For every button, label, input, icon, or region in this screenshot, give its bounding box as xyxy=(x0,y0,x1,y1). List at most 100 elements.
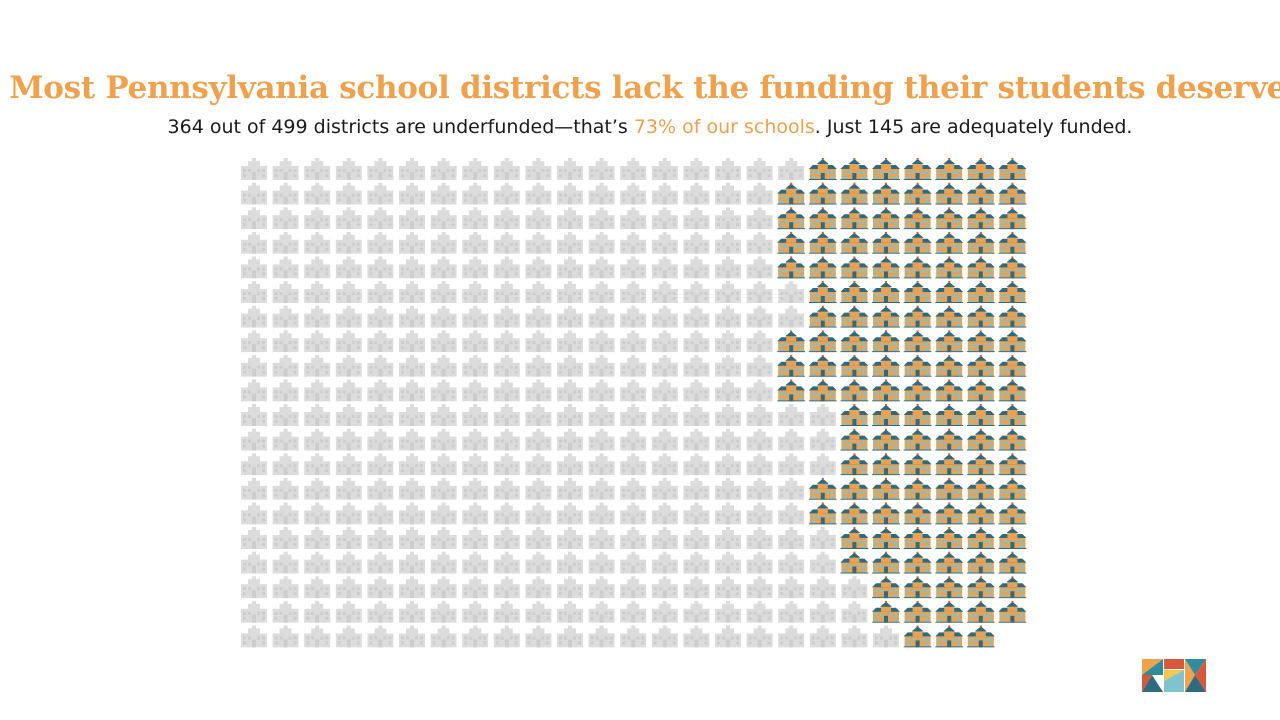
underfunded-district-icon xyxy=(651,600,678,623)
underfunded-district-icon xyxy=(557,600,583,623)
underfunded-district-icon xyxy=(335,527,362,549)
underfunded-district-icon xyxy=(335,453,362,476)
funded-district-icon xyxy=(935,231,964,254)
underfunded-district-icon xyxy=(272,256,299,279)
funded-district-icon xyxy=(998,527,1027,549)
underfunded-district-icon xyxy=(683,305,710,328)
underfunded-district-icon xyxy=(335,551,362,574)
underfunded-district-icon xyxy=(525,256,552,279)
funded-district-icon xyxy=(935,404,964,426)
funded-district-icon xyxy=(840,305,869,328)
underfunded-district-icon xyxy=(557,305,583,328)
funded-district-icon xyxy=(998,477,1027,500)
funded-district-icon xyxy=(777,182,806,205)
underfunded-district-icon xyxy=(588,330,615,353)
funded-district-icon xyxy=(872,158,900,180)
underfunded-district-icon xyxy=(557,354,583,377)
underfunded-district-icon xyxy=(588,502,615,525)
underfunded-district-icon xyxy=(241,625,267,648)
underfunded-district-icon xyxy=(651,379,678,402)
funded-district-icon xyxy=(935,576,964,599)
underfunded-district-icon xyxy=(683,379,710,402)
funded-district-icon xyxy=(998,158,1027,180)
funded-district-icon xyxy=(903,428,932,451)
funded-district-icon xyxy=(840,477,869,500)
funded-district-icon xyxy=(966,453,995,476)
underfunded-district-icon xyxy=(651,182,678,205)
funded-district-icon xyxy=(935,428,964,451)
underfunded-district-icon xyxy=(715,256,741,279)
underfunded-district-icon xyxy=(525,158,552,180)
underfunded-district-icon xyxy=(462,404,489,426)
underfunded-district-icon xyxy=(651,354,678,377)
underfunded-district-icon xyxy=(367,354,394,377)
funded-district-icon xyxy=(808,305,837,328)
underfunded-district-icon xyxy=(430,551,457,574)
underfunded-district-icon xyxy=(683,477,710,500)
underfunded-district-icon xyxy=(651,404,678,426)
underfunded-district-icon xyxy=(335,305,362,328)
underfunded-district-icon xyxy=(841,576,868,599)
underfunded-district-icon xyxy=(462,428,489,451)
underfunded-district-icon xyxy=(272,527,299,549)
underfunded-district-icon xyxy=(557,182,583,205)
funded-district-icon xyxy=(840,330,869,353)
underfunded-district-icon xyxy=(272,502,299,525)
underfunded-district-icon xyxy=(525,502,552,525)
underfunded-district-icon xyxy=(304,625,331,648)
funded-district-icon xyxy=(998,428,1027,451)
underfunded-district-icon xyxy=(399,404,425,426)
underfunded-district-icon xyxy=(493,182,520,205)
underfunded-district-icon xyxy=(367,158,394,180)
underfunded-district-icon xyxy=(683,625,710,648)
funded-district-icon xyxy=(966,428,995,451)
underfunded-district-icon xyxy=(715,354,741,377)
underfunded-district-icon xyxy=(304,256,331,279)
funded-district-icon xyxy=(966,354,995,377)
underfunded-district-icon xyxy=(588,231,615,254)
underfunded-district-icon xyxy=(588,158,615,180)
underfunded-district-icon xyxy=(304,576,331,599)
funded-district-icon xyxy=(935,158,964,180)
underfunded-district-icon xyxy=(557,477,583,500)
underfunded-district-icon xyxy=(304,379,331,402)
funded-district-icon xyxy=(966,600,995,623)
underfunded-district-icon xyxy=(809,551,836,574)
funded-district-icon xyxy=(935,305,964,328)
underfunded-district-icon xyxy=(304,551,331,574)
underfunded-district-icon xyxy=(525,551,552,574)
underfunded-district-icon xyxy=(525,231,552,254)
funded-district-icon xyxy=(966,158,995,180)
funded-district-icon xyxy=(777,330,806,353)
underfunded-district-icon xyxy=(715,404,741,426)
underfunded-district-icon xyxy=(651,453,678,476)
underfunded-district-icon xyxy=(272,231,299,254)
funded-district-icon xyxy=(998,281,1027,303)
underfunded-district-icon xyxy=(778,453,805,476)
funded-district-icon xyxy=(935,379,964,402)
funded-district-icon xyxy=(966,330,995,353)
underfunded-district-icon xyxy=(462,625,489,648)
underfunded-district-icon xyxy=(335,256,362,279)
underfunded-district-icon xyxy=(651,281,678,303)
funded-district-icon xyxy=(808,354,837,377)
underfunded-district-icon xyxy=(335,502,362,525)
funded-district-icon xyxy=(966,576,995,599)
funded-district-icon xyxy=(966,281,995,303)
underfunded-district-icon xyxy=(588,182,615,205)
underfunded-district-icon xyxy=(399,477,425,500)
funded-district-icon xyxy=(903,453,932,476)
funded-district-icon xyxy=(935,551,964,574)
underfunded-district-icon xyxy=(746,502,773,525)
funded-district-icon xyxy=(966,527,995,549)
funded-district-icon xyxy=(935,256,964,279)
underfunded-district-icon xyxy=(493,354,520,377)
underfunded-district-icon xyxy=(651,502,678,525)
underfunded-district-icon xyxy=(683,158,710,180)
underfunded-district-icon xyxy=(462,600,489,623)
underfunded-district-icon xyxy=(335,600,362,623)
underfunded-district-icon xyxy=(367,576,394,599)
underfunded-district-icon xyxy=(335,379,362,402)
underfunded-district-icon xyxy=(620,158,647,180)
underfunded-district-icon xyxy=(304,477,331,500)
